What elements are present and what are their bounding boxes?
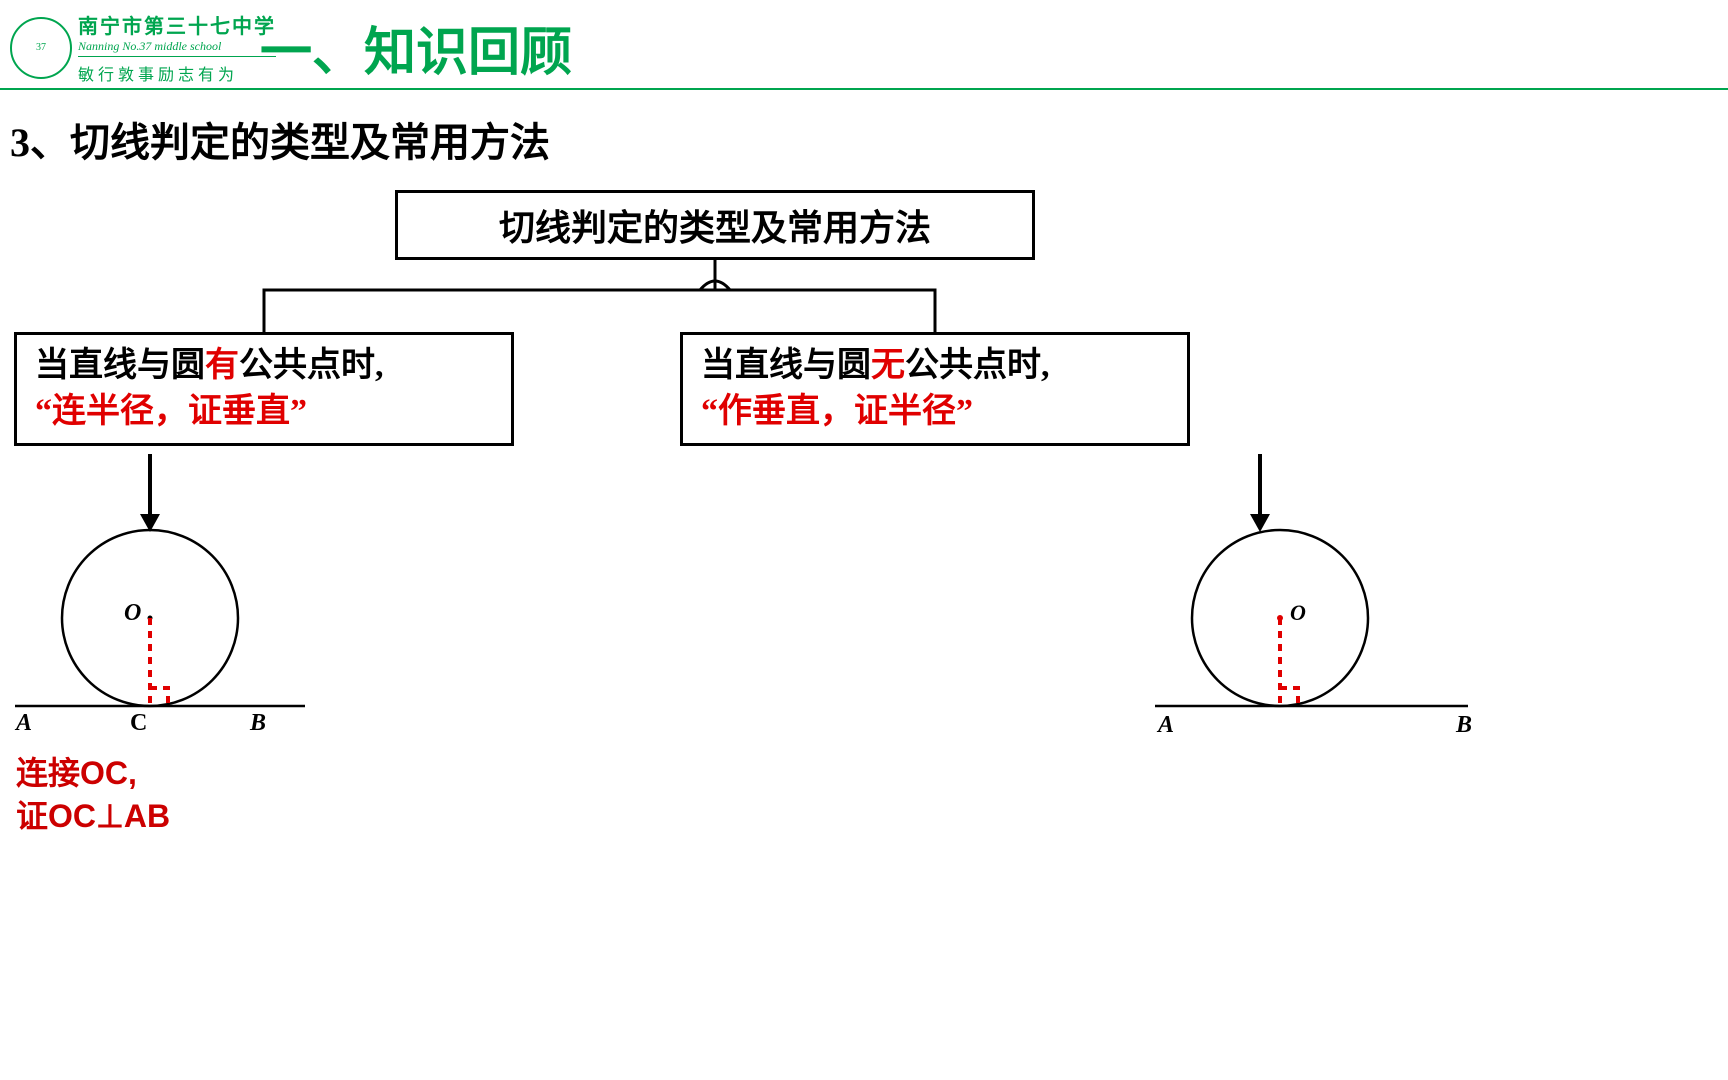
left-step-1: 连接OC, bbox=[16, 755, 137, 791]
right-prefix: 当直线与圆 bbox=[701, 347, 871, 384]
arrow-left-icon bbox=[120, 454, 180, 534]
arrow-right-icon bbox=[1230, 454, 1290, 534]
flow-left-box: 当直线与圆有公共点时, “连半径，证垂直” bbox=[14, 332, 514, 446]
left-key-char: 有 bbox=[205, 347, 239, 384]
flow-connector bbox=[0, 260, 1728, 340]
flow-root-box: 切线判定的类型及常用方法 bbox=[395, 190, 1035, 260]
page-title: 一、知识回顾 bbox=[260, 10, 572, 85]
label-A-left: A bbox=[16, 710, 32, 737]
label-A-right: A bbox=[1158, 712, 1174, 739]
left-suffix: 公共点时, bbox=[239, 347, 384, 384]
header: 37 南宁市第三十七中学 Nanning No.37 middle school… bbox=[0, 0, 1728, 90]
left-prefix: 当直线与圆 bbox=[35, 347, 205, 384]
right-circle-diagram bbox=[1150, 525, 1470, 755]
school-motto: 敏行敦事励志有为 bbox=[78, 61, 276, 85]
school-name-block: 南宁市第三十七中学 Nanning No.37 middle school 敏行… bbox=[78, 10, 276, 85]
flow-root-text: 切线判定的类型及常用方法 bbox=[499, 199, 931, 251]
section-title: 3、切线判定的类型及常用方法 bbox=[10, 110, 550, 168]
right-key-char: 无 bbox=[871, 347, 905, 384]
label-O-right: O bbox=[1290, 600, 1306, 626]
logo-inner-text: 37 bbox=[36, 42, 46, 53]
label-O-left: O bbox=[124, 600, 141, 627]
school-logo-block: 37 南宁市第三十七中学 Nanning No.37 middle school… bbox=[10, 10, 276, 85]
right-suffix: 公共点时, bbox=[905, 347, 1050, 384]
school-name-cn: 南宁市第三十七中学 bbox=[78, 10, 276, 39]
label-B-right: B bbox=[1456, 712, 1472, 739]
flow-right-box: 当直线与圆无公共点时, “作垂直，证半径” bbox=[680, 332, 1190, 446]
school-name-en: Nanning No.37 middle school bbox=[78, 39, 276, 57]
label-B-left: B bbox=[250, 710, 266, 737]
right-method: “作垂直，证半径” bbox=[701, 393, 973, 430]
left-method: “连半径，证垂直” bbox=[35, 393, 307, 430]
label-C-left: C bbox=[130, 710, 147, 737]
school-logo-icon: 37 bbox=[10, 17, 72, 79]
left-steps: 连接OC, 证OC⊥AB bbox=[16, 752, 170, 838]
left-step-2: 证OC⊥AB bbox=[16, 798, 170, 834]
